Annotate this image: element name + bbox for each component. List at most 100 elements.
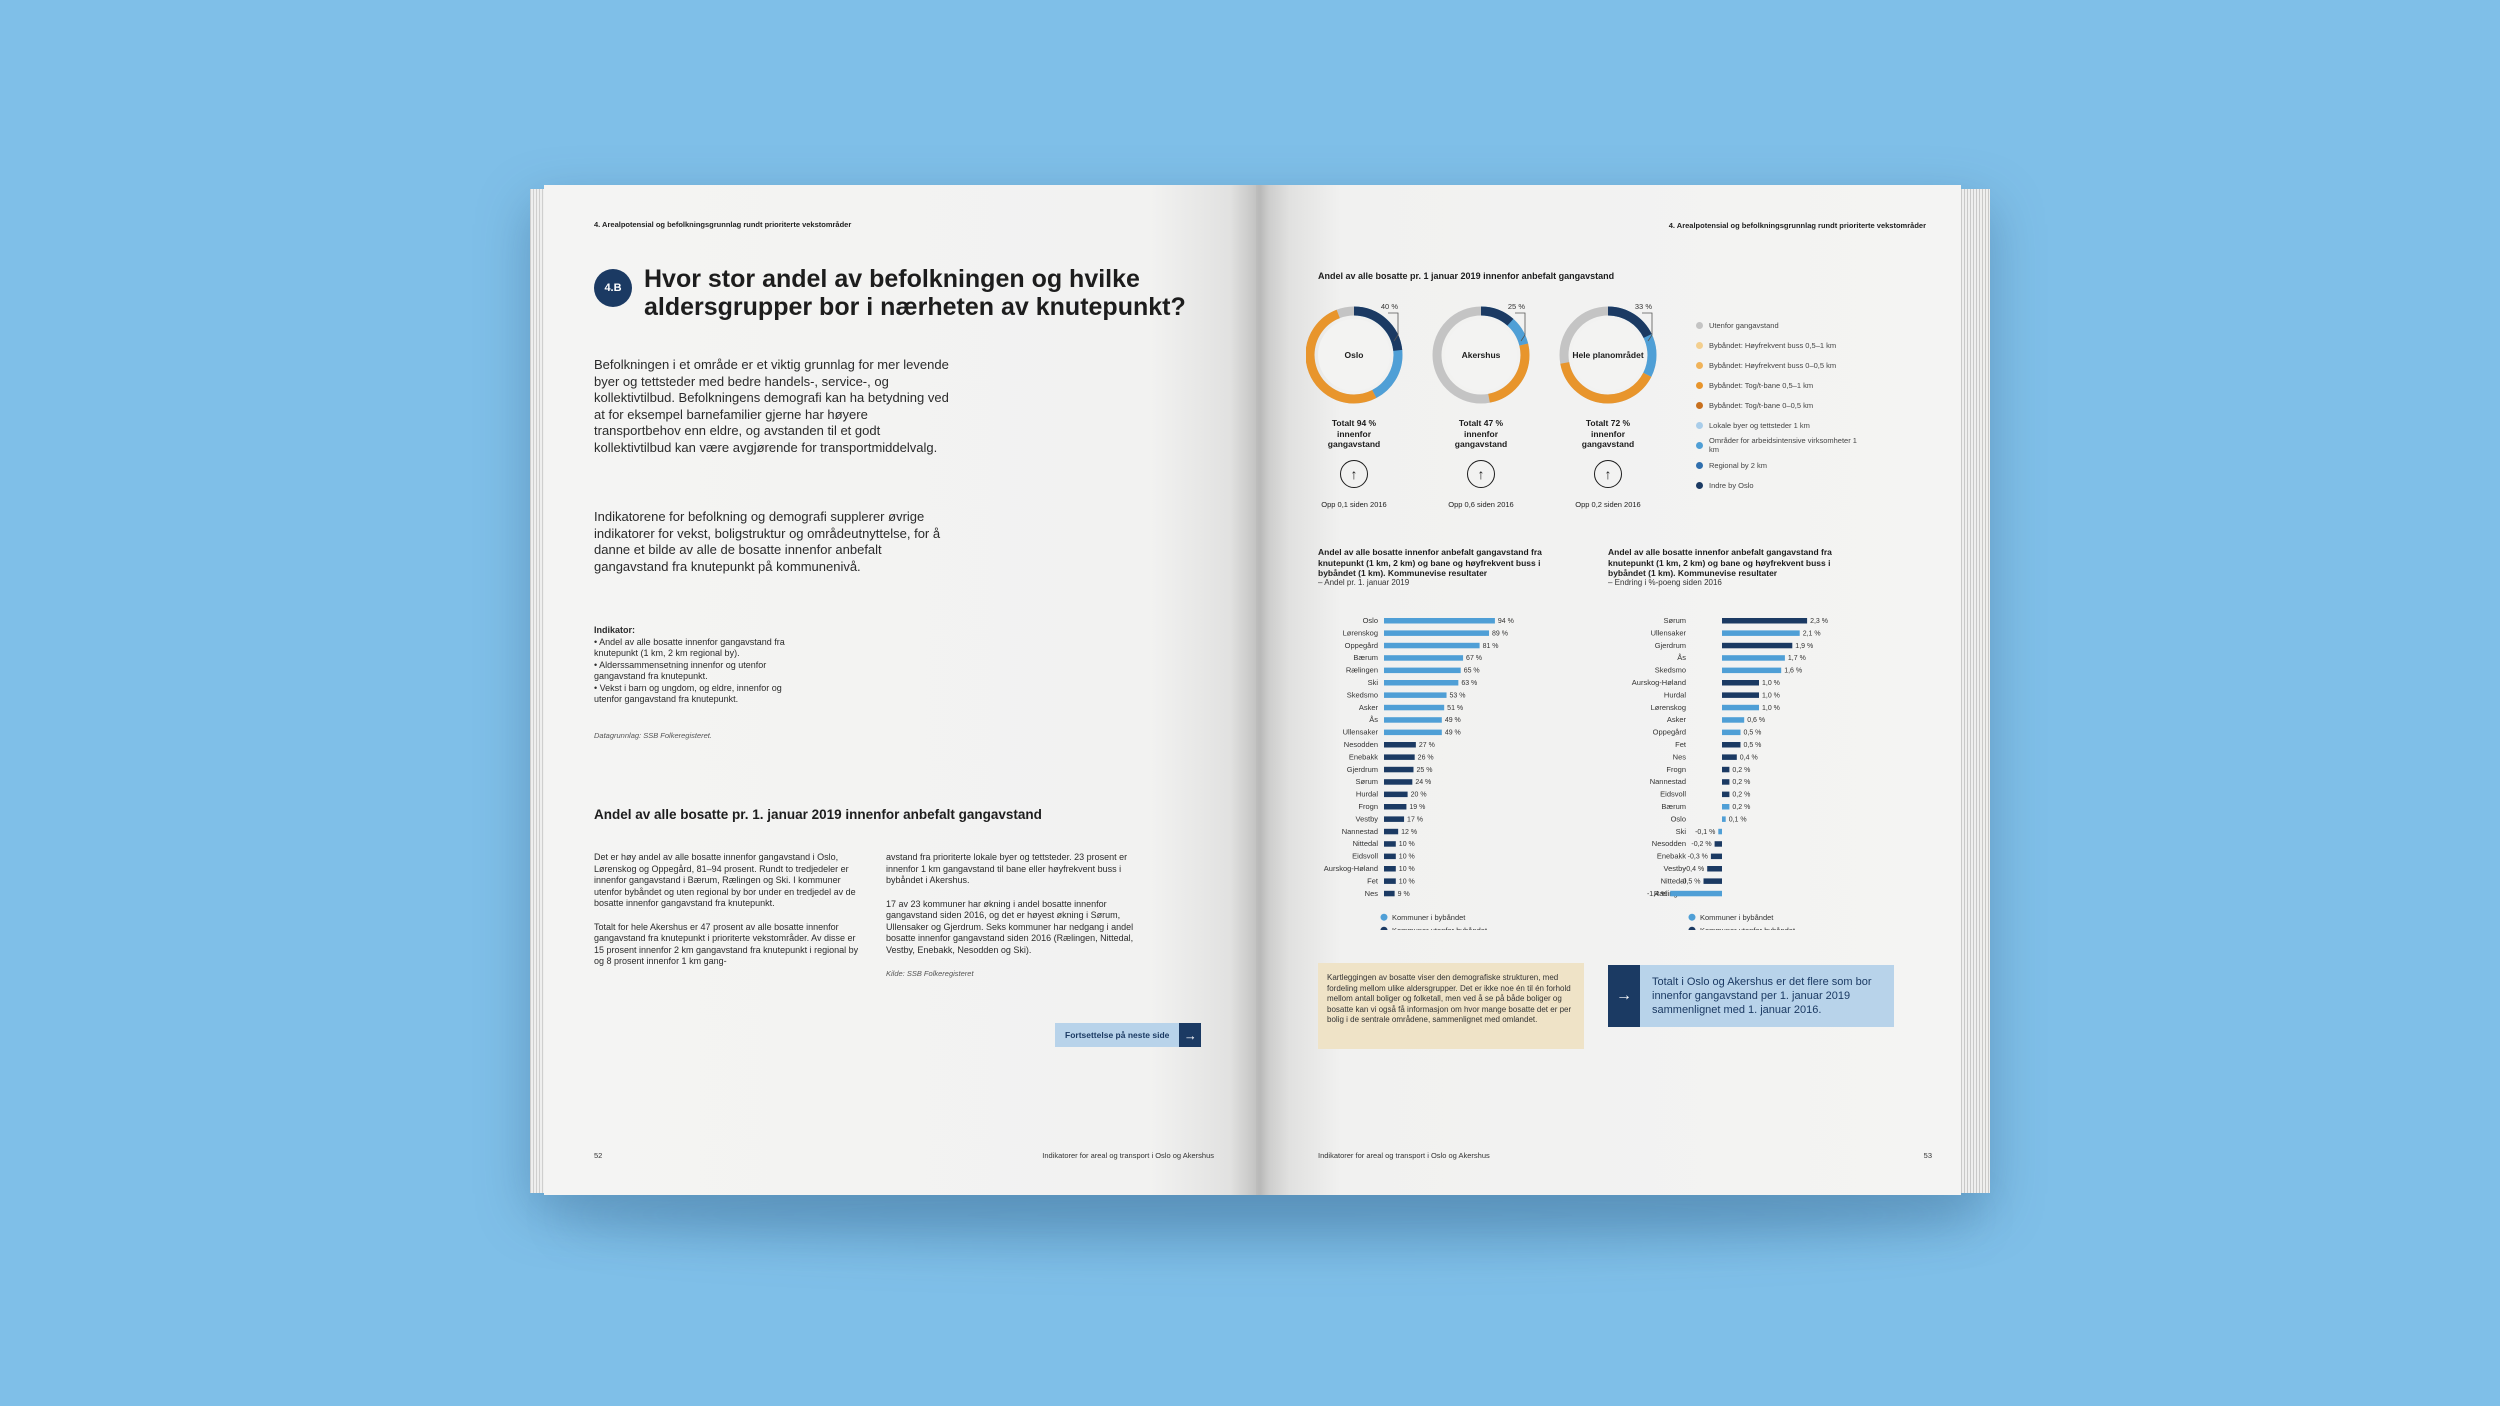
arrow-right-icon: → xyxy=(1608,965,1640,1027)
legend-swatch xyxy=(1380,913,1388,921)
left-page: 4. Arealpotensial og befolkningsgrunnlag… xyxy=(544,185,1256,1195)
bar-category-label: Oslo xyxy=(1363,616,1378,625)
donut-change-oslo: Opp 0,1 siden 2016 xyxy=(1321,500,1387,509)
footer-right: Indikatorer for areal og transport i Osl… xyxy=(1318,1151,1490,1160)
bar-category-label: Enebakk xyxy=(1349,752,1378,761)
donut-segment-navy xyxy=(1432,306,1530,404)
donut-segment-orange xyxy=(1306,306,1403,404)
bar-value-label: 25 % xyxy=(1417,767,1433,774)
donut-charts: Oslo 40 % Akershus 25 % Hele planområdet 33 % xyxy=(1306,302,1657,404)
bar xyxy=(1722,655,1785,661)
legend-swatch xyxy=(1696,441,1703,449)
legend-item: Bybåndet: Høyfrekvent buss 0,5–1 km xyxy=(1696,335,1866,355)
bar xyxy=(1710,853,1722,860)
donut-callout-line xyxy=(1642,312,1653,342)
bar xyxy=(1384,655,1464,661)
bar xyxy=(1722,692,1759,698)
bar-value-label: 51 % xyxy=(1447,705,1463,712)
bar xyxy=(1384,667,1461,674)
donut-center-label: Akershus xyxy=(1462,350,1501,360)
bar xyxy=(1722,729,1741,736)
bar-value-label: -0,2 % xyxy=(1691,841,1711,848)
bar-chart-2-subtitle: – Endring i %-poeng siden 2016 xyxy=(1608,578,1722,587)
bar-category-label: Lørenskog xyxy=(1651,703,1686,712)
bar xyxy=(1722,630,1800,636)
legend-label: Regional by 2 km xyxy=(1709,460,1767,470)
donut-change-planomradet: Opp 0,2 siden 2016 xyxy=(1575,500,1641,509)
bar-category-label: Nes xyxy=(1365,889,1379,898)
bar xyxy=(1384,729,1442,736)
donut-callout: 33 % xyxy=(1635,302,1652,311)
donut-legend: Utenfor gangavstand Bybåndet: Høyfrekvent… xyxy=(1696,315,1866,495)
legend-label: Kommuner utenfor bybåndet xyxy=(1700,926,1796,930)
bar-value-label: 81 % xyxy=(1483,643,1499,650)
bar xyxy=(1384,630,1490,636)
bar xyxy=(1384,791,1408,798)
legend-swatch xyxy=(1696,321,1703,329)
continue-label: Fortsettelse på neste side xyxy=(1055,1023,1180,1047)
bar-value-label: 1,0 % xyxy=(1762,692,1780,699)
bar-value-label: 67 % xyxy=(1466,655,1482,662)
donut-section-title: Andel av alle bosatte pr. 1 januar 2019 … xyxy=(1318,271,1615,281)
bar-chart-share-2019: Oslo 94 % Lørenskog 89 % Oppegård 81 % Bærum 67… xyxy=(1324,616,1514,930)
bar-value-label: 1,7 % xyxy=(1788,655,1806,662)
body-paragraph: avstand fra prioriterte lokale byer og t… xyxy=(886,852,1128,885)
source-note: Kilde: SSB Folkeregisteret xyxy=(886,969,974,978)
bar-category-label: Frogn xyxy=(1666,765,1686,774)
intro-paragraph-2: Indikatorene for befolkning og demografi… xyxy=(594,509,941,574)
bar-value-label: 1,6 % xyxy=(1784,668,1802,675)
legend-label: Bybåndet: Tog/t-bane 0–0,5 km xyxy=(1709,400,1814,410)
bar-value-label: 12 % xyxy=(1401,829,1417,836)
legend-item: Indre by Oslo xyxy=(1696,475,1866,495)
indicator-item: • Andel av alle bosatte innenfor gangavs… xyxy=(594,636,785,659)
donut-callout-line xyxy=(1515,312,1526,342)
legend-item: Områder for arbeidsintensive virksomhete… xyxy=(1696,435,1866,455)
continue-next-page-button[interactable]: Fortsettelse på neste side → xyxy=(1055,1023,1202,1047)
bar xyxy=(1384,742,1416,748)
legend-label: Indre by Oslo xyxy=(1709,480,1754,490)
bar xyxy=(1722,766,1730,773)
legend-swatch xyxy=(1696,421,1703,429)
legend-swatch xyxy=(1696,481,1703,489)
bar-chart-change-since-2016: Sørum 2,3 % Ullensaker 2,1 % Gjerdrum 1,9 % Ås… xyxy=(1632,616,1828,930)
bar-category-label: Nesodden xyxy=(1344,740,1378,749)
bar xyxy=(1384,890,1395,897)
bar xyxy=(1722,642,1793,649)
indicator-list: Indikator: • Andel av alle bosatte innen… xyxy=(594,625,804,706)
bar xyxy=(1384,828,1399,835)
legend-item: Bybåndet: Tog/t-bane 0,5–1 km xyxy=(1696,375,1866,395)
bar-category-label: Skedsmo xyxy=(1655,666,1686,675)
bar-category-label: Rælingen xyxy=(1654,889,1686,898)
bar-category-label: Nes xyxy=(1673,752,1687,761)
body-column-1: Det er høy andel av alle bosatte innenfo… xyxy=(594,852,864,968)
bar-category-label: Enebakk xyxy=(1657,852,1686,861)
bar-category-label: Hurdal xyxy=(1356,790,1378,799)
bar-value-label: 0,4 % xyxy=(1740,754,1758,761)
bar-value-label: 0,2 % xyxy=(1732,804,1750,811)
legend-label: Bybåndet: Høyfrekvent buss 0–0,5 km xyxy=(1709,360,1837,370)
bar xyxy=(1722,779,1730,785)
legend-label: Utenfor gangavstand xyxy=(1709,320,1779,330)
bar-category-label: Lørenskog xyxy=(1343,628,1378,637)
indicator-item: • Vekst i barn og ungdom, og eldre, inne… xyxy=(594,682,782,705)
bar xyxy=(1722,618,1808,624)
bar-category-label: Hurdal xyxy=(1664,690,1686,699)
bar xyxy=(1670,890,1722,897)
donut-hole xyxy=(1318,319,1390,391)
bar-value-label: 53 % xyxy=(1450,692,1466,699)
bar xyxy=(1722,742,1741,748)
bar-value-label: 49 % xyxy=(1445,717,1461,724)
section-title: Andel av alle bosatte pr. 1. januar 2019… xyxy=(594,807,1042,822)
bar-category-label: Oppegård xyxy=(1653,728,1686,737)
bar-value-label: 0,2 % xyxy=(1732,767,1750,774)
legend-swatch xyxy=(1380,926,1388,930)
bar-category-label: Nesodden xyxy=(1652,839,1686,848)
bar-category-label: Ås xyxy=(1369,715,1378,724)
legend-swatch xyxy=(1688,926,1696,930)
legend-item: Regional by 2 km xyxy=(1696,455,1866,475)
bar-category-label: Fet xyxy=(1367,876,1379,885)
legend-swatch xyxy=(1696,341,1703,349)
bar-category-label: Ullensaker xyxy=(1343,728,1379,737)
legend-label: Bybåndet: Tog/t-bane 0,5–1 km xyxy=(1709,380,1814,390)
bar xyxy=(1384,816,1405,822)
